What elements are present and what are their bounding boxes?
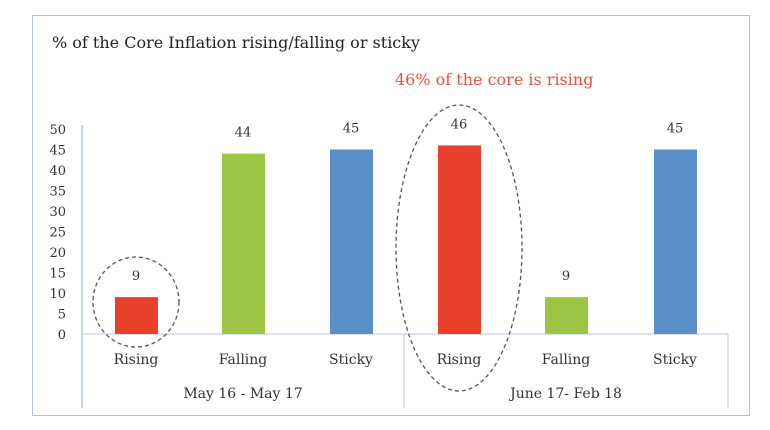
y-tick-label: 30 <box>49 205 66 220</box>
x-tick-label: Sticky <box>329 352 373 368</box>
bar <box>545 297 588 334</box>
data-label: 44 <box>235 126 252 141</box>
highlight-ellipse <box>92 256 180 348</box>
bar <box>438 145 481 334</box>
y-tick-label: 10 <box>49 287 66 302</box>
y-tick-label: 35 <box>49 185 66 200</box>
data-label: 9 <box>132 269 140 284</box>
bar <box>654 149 697 334</box>
chart-frame <box>32 15 750 416</box>
group-label: June 17- Feb 18 <box>508 386 622 402</box>
bar <box>115 297 158 334</box>
chart-title: % of the Core Inflation rising/falling o… <box>52 33 420 52</box>
data-label: 9 <box>562 269 570 284</box>
y-tick-label: 5 <box>58 308 66 323</box>
bar <box>330 149 373 334</box>
y-tick-label: 15 <box>49 267 66 282</box>
x-tick-label: Rising <box>437 352 482 368</box>
x-tick-label: Falling <box>219 352 268 368</box>
x-tick-label: Falling <box>542 352 591 368</box>
y-tick-label: 0 <box>58 328 66 343</box>
chart-annotation: 46% of the core is rising <box>395 70 594 89</box>
data-label: 45 <box>343 122 360 137</box>
highlight-ellipse <box>395 104 523 392</box>
y-tick-label: 20 <box>49 246 66 261</box>
data-label: 46 <box>451 117 468 132</box>
x-tick-label: Sticky <box>653 352 697 368</box>
group-label: May 16 - May 17 <box>183 386 302 402</box>
y-tick-label: 40 <box>49 164 66 179</box>
y-tick-label: 45 <box>49 144 66 159</box>
x-tick-label: Rising <box>114 352 159 368</box>
bar <box>222 153 265 334</box>
data-label: 45 <box>667 122 684 137</box>
y-tick-label: 50 <box>49 123 66 138</box>
y-tick-label: 25 <box>49 226 66 241</box>
